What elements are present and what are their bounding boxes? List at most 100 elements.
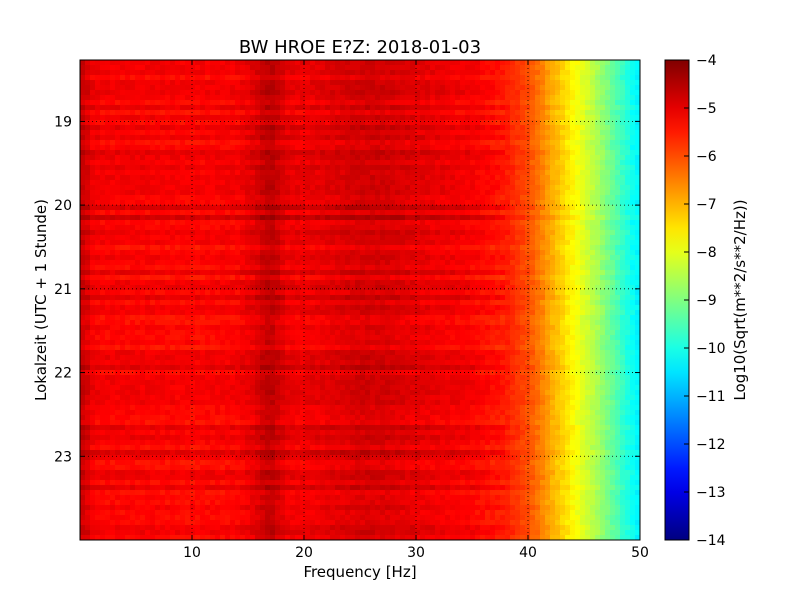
heatmap-cell [455, 195, 461, 201]
heatmap-cell [130, 130, 136, 136]
heatmap-cell [535, 265, 541, 271]
heatmap-cell [185, 135, 191, 141]
heatmap-cell [410, 135, 416, 141]
heatmap-cell [345, 105, 351, 111]
heatmap-cell [240, 135, 246, 141]
heatmap-cell [150, 90, 156, 96]
heatmap-cell [605, 270, 611, 276]
heatmap-cell [510, 75, 516, 81]
heatmap-cell [195, 60, 201, 66]
heatmap-cell [125, 240, 131, 246]
heatmap-cell [110, 280, 116, 286]
heatmap-cell [560, 235, 566, 241]
heatmap-cell [175, 65, 181, 71]
heatmap-cell [475, 265, 481, 271]
heatmap-cell [325, 90, 331, 96]
heatmap-cell [585, 135, 591, 141]
heatmap-cell [230, 280, 236, 286]
heatmap-cell [470, 185, 476, 191]
heatmap-cell [165, 190, 171, 196]
heatmap-cell [280, 185, 286, 191]
heatmap-cell [185, 100, 191, 106]
heatmap-cell [590, 220, 596, 226]
heatmap-cell [520, 110, 526, 116]
heatmap-cell [385, 255, 391, 261]
heatmap-cell [415, 220, 421, 226]
heatmap-cell [220, 105, 226, 111]
heatmap-cell [265, 255, 271, 261]
heatmap-cell [190, 185, 196, 191]
heatmap-cell [535, 150, 541, 156]
heatmap-cell [220, 250, 226, 256]
heatmap-cell [485, 265, 491, 271]
heatmap-cell [225, 125, 231, 131]
heatmap-cell [85, 75, 91, 81]
heatmap-cell [305, 95, 311, 101]
heatmap-cell [465, 215, 471, 221]
heatmap-cell [630, 95, 636, 101]
heatmap-cell [385, 260, 391, 266]
heatmap-cell [455, 155, 461, 161]
heatmap-cell [380, 220, 386, 226]
heatmap-cell [600, 225, 606, 231]
heatmap-cell [635, 250, 640, 256]
heatmap-cell [535, 135, 541, 141]
heatmap-cell [520, 215, 526, 221]
heatmap-cell [620, 85, 626, 91]
heatmap-cell [125, 170, 131, 176]
heatmap-cell [490, 240, 496, 246]
heatmap-cell [550, 85, 556, 91]
heatmap-cell [300, 265, 306, 271]
heatmap-cell [330, 180, 336, 186]
heatmap-cell [565, 275, 571, 281]
heatmap-cell [620, 255, 626, 261]
heatmap-cell [500, 125, 506, 131]
heatmap-cell [465, 140, 471, 146]
heatmap-cell [290, 80, 296, 86]
heatmap-cell [295, 275, 301, 281]
heatmap-cell [370, 145, 376, 151]
heatmap-cell [155, 165, 161, 171]
heatmap-cell [605, 110, 611, 116]
heatmap-cell [255, 165, 261, 171]
heatmap-cell [325, 250, 331, 256]
heatmap-cell [500, 60, 506, 66]
heatmap-cell [450, 235, 456, 241]
heatmap-cell [530, 180, 536, 186]
heatmap-cell [590, 155, 596, 161]
heatmap-cell [365, 175, 371, 181]
heatmap-cell [575, 190, 581, 196]
heatmap-cell [245, 245, 251, 251]
heatmap-cell [590, 225, 596, 231]
heatmap-cell [130, 205, 136, 211]
heatmap-cell [160, 280, 166, 286]
heatmap-cell [585, 220, 591, 226]
heatmap-cell [200, 100, 206, 106]
heatmap-cell [240, 175, 246, 181]
heatmap-cell [100, 280, 106, 286]
heatmap-cell [210, 220, 216, 226]
heatmap-cell [280, 160, 286, 166]
heatmap-cell [535, 245, 541, 251]
heatmap-cell [390, 80, 396, 86]
heatmap-cell [380, 80, 386, 86]
heatmap-cell [180, 90, 186, 96]
heatmap-cell [440, 185, 446, 191]
heatmap-cell [315, 210, 321, 216]
heatmap-cell [425, 245, 431, 251]
heatmap-cell [610, 125, 616, 131]
heatmap-cell [510, 255, 516, 261]
heatmap-cell [335, 145, 341, 151]
heatmap-cell [495, 80, 501, 86]
heatmap-cell [435, 210, 441, 216]
heatmap-cell [130, 180, 136, 186]
heatmap-cell [205, 185, 211, 191]
heatmap-cell [420, 235, 426, 241]
heatmap-cell [445, 75, 451, 81]
heatmap-cell [580, 170, 586, 176]
heatmap-cell [80, 150, 86, 156]
heatmap-cell [560, 260, 566, 266]
heatmap-cell [500, 80, 506, 86]
heatmap-cell [315, 150, 321, 156]
heatmap-cell [540, 240, 546, 246]
